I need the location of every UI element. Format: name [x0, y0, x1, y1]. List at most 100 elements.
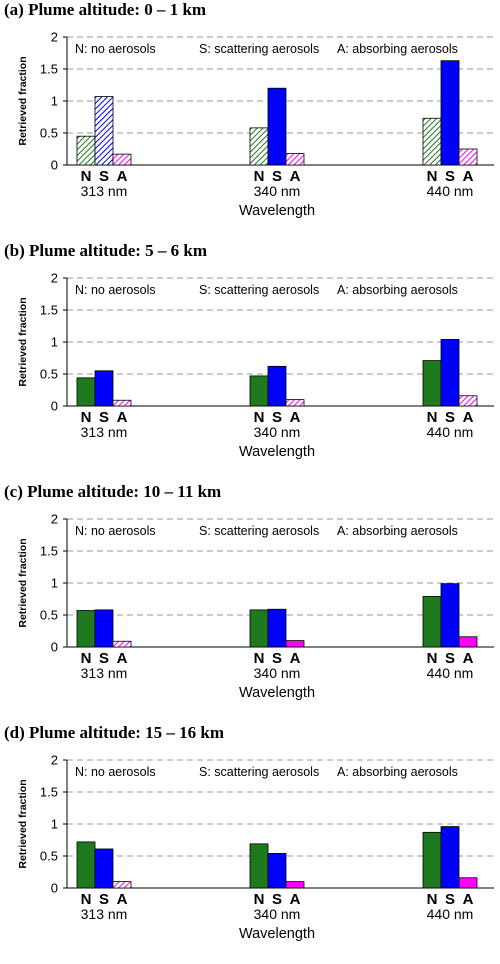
- series-code-label: N: [427, 409, 438, 426]
- panel-title: (a) Plume altitude: 0 – 1 km: [4, 0, 207, 19]
- legend-entry: N: no aerosols: [75, 42, 156, 56]
- panel-title: (c) Plume altitude: 10 – 11 km: [4, 482, 222, 501]
- series-code-label: N: [254, 409, 265, 426]
- bar-S-340nm: [267, 365, 287, 407]
- bar-N-440nm: [422, 360, 442, 407]
- bar-N-340nm: [249, 375, 269, 407]
- series-code-label: A: [117, 650, 128, 667]
- bar-S-313nm: [94, 96, 114, 166]
- series-code-label: N: [254, 650, 265, 667]
- y-axis-label: Retrieved fraction: [17, 538, 29, 627]
- series-code-label: S: [445, 409, 455, 426]
- category-label: 313 nm: [81, 906, 128, 922]
- bar-A-440nm: [458, 636, 478, 648]
- bar-A-313nm: [112, 640, 132, 648]
- bar-S-340nm: [267, 608, 287, 648]
- bar-N-440nm: [422, 117, 442, 166]
- series-code-label: A: [117, 409, 128, 426]
- x-axis-label: Wavelength: [239, 926, 315, 942]
- series-code-label: A: [290, 409, 301, 426]
- category-label: 340 nm: [254, 424, 301, 440]
- series-code-label: A: [290, 891, 301, 908]
- series-code-label: N: [254, 891, 265, 908]
- bar-S-440nm: [440, 826, 460, 889]
- series-code-label: S: [99, 168, 109, 185]
- y-tick-label: 1: [51, 94, 58, 109]
- series-code-label: N: [81, 168, 92, 185]
- bar-N-340nm: [249, 843, 269, 889]
- category-label: 340 nm: [254, 665, 301, 681]
- panel-c: (c) Plume altitude: 10 – 11 km 0 0.5 1 1.5 2…: [0, 482, 500, 723]
- bar-S-340nm: [267, 87, 287, 166]
- bar-N-313nm: [76, 135, 96, 166]
- legend-entry: N: no aerosols: [75, 765, 156, 779]
- series-code-label: A: [463, 891, 474, 908]
- y-axis-label: Retrieved fraction: [17, 297, 29, 386]
- y-tick-label: 2: [51, 271, 58, 286]
- bar-N-340nm: [249, 609, 269, 648]
- series-code-label: S: [445, 168, 455, 185]
- y-axis-label: Retrieved fraction: [17, 56, 29, 145]
- legend-entry: N: no aerosols: [75, 524, 156, 538]
- bar-A-340nm: [285, 640, 305, 648]
- legend-entry: S: scattering aerosols: [199, 524, 319, 538]
- series-code-label: A: [290, 650, 301, 667]
- category-label: 340 nm: [254, 183, 301, 199]
- y-tick-label: 0.5: [40, 608, 58, 623]
- bar-N-440nm: [422, 831, 442, 889]
- bar-S-313nm: [94, 848, 114, 889]
- series-code-label: A: [290, 168, 301, 185]
- series-code-label: A: [463, 650, 474, 667]
- series-code-label: N: [427, 650, 438, 667]
- x-axis-label: Wavelength: [239, 203, 315, 219]
- y-tick-label: 0: [51, 640, 58, 655]
- category-label: 440 nm: [427, 424, 474, 440]
- y-tick-label: 0: [51, 881, 58, 896]
- series-code-label: S: [272, 168, 282, 185]
- bar-N-313nm: [76, 377, 96, 407]
- series-code-label: S: [99, 409, 109, 426]
- y-axis-label: Retrieved fraction: [17, 779, 29, 868]
- bar-N-340nm: [249, 127, 269, 166]
- series-code-label: S: [445, 891, 455, 908]
- y-tick-label: 0: [51, 158, 58, 173]
- bar-A-313nm: [112, 881, 132, 889]
- legend-entry: A: absorbing aerosols: [337, 42, 458, 56]
- category-label: 313 nm: [81, 183, 128, 199]
- chart-svg: 0 0.5 1 1.5 2 Retrieved fraction N: no aerosol…: [17, 30, 494, 219]
- bar-A-313nm: [112, 153, 132, 166]
- bar-N-440nm: [422, 596, 442, 648]
- bar-S-440nm: [440, 60, 460, 166]
- series-code-label: N: [427, 168, 438, 185]
- bar-A-440nm: [458, 148, 478, 166]
- y-tick-label: 2: [51, 512, 58, 527]
- bar-A-340nm: [285, 153, 305, 166]
- category-label: 440 nm: [427, 183, 474, 199]
- series-code-label: N: [81, 409, 92, 426]
- series-code-label: A: [463, 409, 474, 426]
- x-axis-label: Wavelength: [239, 444, 315, 460]
- bar-S-340nm: [267, 853, 287, 889]
- chart-svg: 0 0.5 1 1.5 2 Retrieved fraction N: no aerosol…: [17, 512, 494, 701]
- category-label: 340 nm: [254, 906, 301, 922]
- y-tick-label: 2: [51, 753, 58, 768]
- y-tick-label: 1.5: [40, 544, 58, 559]
- bar-S-313nm: [94, 370, 114, 407]
- y-tick-label: 2: [51, 30, 58, 45]
- category-label: 313 nm: [81, 424, 128, 440]
- legend-entry: N: no aerosols: [75, 283, 156, 297]
- category-label: 440 nm: [427, 906, 474, 922]
- panel-title: (d) Plume altitude: 15 – 16 km: [4, 723, 225, 742]
- bar-A-340nm: [285, 881, 305, 889]
- series-code-label: S: [99, 650, 109, 667]
- legend-entry: S: scattering aerosols: [199, 42, 319, 56]
- y-tick-label: 0.5: [40, 849, 58, 864]
- y-tick-label: 0.5: [40, 367, 58, 382]
- bar-N-313nm: [76, 610, 96, 648]
- bar-S-440nm: [440, 339, 460, 407]
- y-tick-label: 1.5: [40, 62, 58, 77]
- x-axis-label: Wavelength: [239, 685, 315, 701]
- series-code-label: S: [272, 650, 282, 667]
- y-tick-label: 1.5: [40, 303, 58, 318]
- y-tick-label: 1.5: [40, 785, 58, 800]
